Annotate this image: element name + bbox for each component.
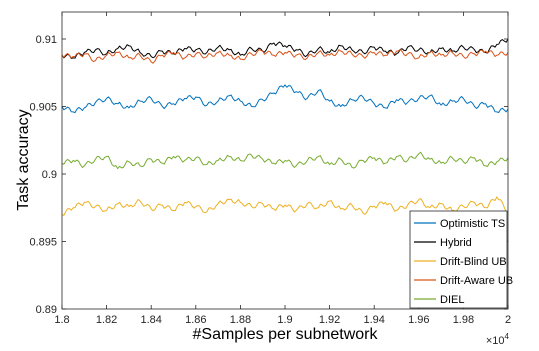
x-tick-label: 1.96 (408, 314, 429, 326)
legend-label-optimistic-ts: Optimistic TS (440, 218, 505, 230)
legend-label-drift-aware-ub: Drift-Aware UB (440, 275, 513, 287)
series-layer (61, 38, 509, 216)
y-tick-label: 0.9 (42, 169, 57, 181)
series-line-drift-aware-ub (61, 49, 509, 64)
series-line-drift-blind-ub (61, 196, 509, 216)
legend-label-drift-blind-ub: Drift-Blind UB (440, 256, 507, 268)
x-multiplier-exponent: 4 (505, 332, 510, 341)
y-axis: 0.89 0.895 0.9 0.905 0.91 (29, 34, 508, 316)
x-tick-label: 1.88 (230, 314, 251, 326)
legend: Optimistic TS Hybrid Drift-Blind UB Drift-A… (409, 210, 513, 309)
x-tick-label: 1.8 (54, 314, 69, 326)
x-tick-label: 2 (505, 314, 511, 326)
x-tick-label: 1.86 (185, 314, 206, 326)
y-axis-title: Task accuracy (15, 109, 32, 210)
x-multiplier-base: ×10 (486, 335, 505, 347)
x-tick-label: 1.92 (319, 314, 340, 326)
x-tick-label: 1.94 (363, 314, 384, 326)
series-line-optimistic-ts (61, 84, 509, 114)
y-tick-label: 0.91 (36, 34, 57, 46)
legend-label-hybrid: Hybrid (440, 237, 472, 249)
legend-label-diel: DIEL (440, 294, 464, 306)
y-tick-label: 0.895 (29, 237, 57, 249)
y-tick-label: 0.89 (36, 304, 57, 316)
series-line-diel (61, 151, 509, 170)
x-multiplier-label: ×104 (486, 332, 510, 347)
series-line-hybrid (61, 38, 509, 59)
x-tick-label: 1.98 (453, 314, 474, 326)
x-axis-title: #Samples per subnetwork (193, 326, 379, 343)
x-tick-label: 1.82 (96, 314, 117, 326)
legend-box (409, 210, 508, 309)
x-tick-label: 1.9 (277, 314, 292, 326)
x-tick-label: 1.84 (140, 314, 161, 326)
y-tick-label: 0.905 (29, 102, 57, 114)
x-axis: 1.8 1.82 1.84 1.86 1.88 1.9 1.92 1.94 1.96 1.98 2 (54, 12, 511, 326)
